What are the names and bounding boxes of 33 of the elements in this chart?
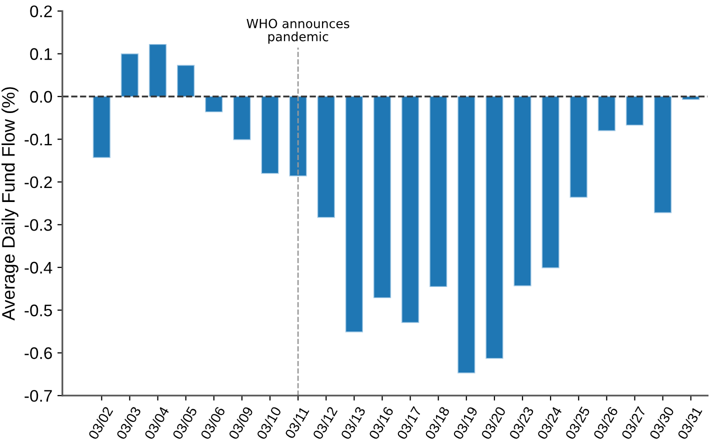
y-tick-label: -0.4 [24, 262, 52, 274]
bar [373, 96, 392, 298]
bar [120, 53, 139, 97]
bar [542, 96, 560, 268]
bar [148, 44, 167, 97]
y-tick-label: -0.7 [24, 390, 52, 402]
y-tick-label: -0.6 [24, 347, 52, 360]
bar [176, 64, 195, 97]
bar [598, 96, 616, 132]
y-tick-label: 0.1 [30, 48, 52, 60]
bar [514, 96, 532, 286]
bar [205, 96, 223, 112]
bar [458, 96, 476, 374]
bar [345, 96, 364, 332]
bar [317, 96, 335, 218]
y-tick-label: -0.1 [24, 134, 52, 146]
bar [654, 96, 672, 214]
bar [92, 96, 110, 158]
bar [261, 96, 279, 174]
bar [233, 96, 251, 140]
y-tick-label: -0.2 [24, 176, 52, 188]
bar [401, 96, 420, 323]
bar [430, 96, 448, 288]
y-tick-label: 0.0 [30, 90, 52, 103]
ref-line-label: WHO announces pandemic [246, 18, 350, 44]
y-tick-label: -0.3 [24, 219, 52, 231]
bar [570, 96, 588, 198]
y-axis-title: Average Daily Fund Flow (%) [2, 87, 18, 321]
bar [289, 96, 307, 176]
bar [486, 96, 504, 359]
y-tick-label: -0.5 [24, 304, 52, 316]
bar [626, 96, 644, 126]
y-tick-label: 0.2 [30, 5, 52, 18]
